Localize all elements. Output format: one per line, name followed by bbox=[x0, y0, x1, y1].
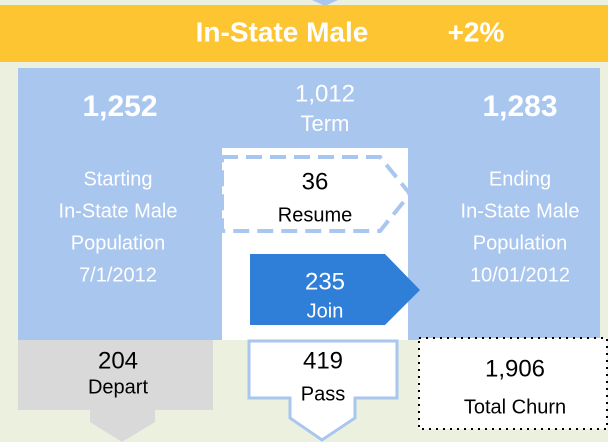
banner-change: +2% bbox=[448, 16, 505, 47]
ending-value: 1,283 bbox=[482, 90, 557, 123]
join-value: 235 bbox=[305, 268, 345, 295]
term-label: Term bbox=[301, 111, 350, 136]
starting-line: In-State Male bbox=[59, 200, 178, 222]
banner-title: In-State Male bbox=[196, 16, 369, 47]
pass-arrow bbox=[247, 339, 399, 442]
join-label: Join bbox=[307, 300, 344, 322]
starting-value: 1,252 bbox=[82, 90, 157, 123]
starting-line: 7/1/2012 bbox=[79, 264, 157, 286]
term-value: 1,012 bbox=[295, 80, 355, 107]
churn-box bbox=[418, 337, 608, 430]
pass-label: Pass bbox=[301, 383, 345, 405]
depart-label: Depart bbox=[88, 376, 148, 398]
ending-line: In-State Male bbox=[461, 200, 580, 222]
ending-line: Population bbox=[473, 232, 568, 254]
join-arrow bbox=[250, 254, 420, 325]
depart-value: 204 bbox=[98, 347, 138, 374]
churn-label: Total Churn bbox=[464, 396, 566, 418]
banner bbox=[0, 5, 608, 62]
starting-line: Starting bbox=[84, 168, 153, 190]
starting-label: Starting In-State Male Population 7/1/20… bbox=[59, 168, 178, 286]
resume-value: 36 bbox=[302, 168, 329, 195]
ending-line: Ending bbox=[489, 168, 551, 190]
resume-arrow bbox=[220, 155, 413, 233]
top-arrow bbox=[312, 0, 338, 6]
depart-arrow bbox=[18, 340, 213, 442]
starting-line: Population bbox=[71, 232, 166, 254]
ending-line: 10/01/2012 bbox=[470, 264, 570, 286]
pass-value: 419 bbox=[303, 347, 343, 374]
churn-value: 1,906 bbox=[485, 355, 545, 382]
resume-label: Resume bbox=[278, 204, 352, 226]
